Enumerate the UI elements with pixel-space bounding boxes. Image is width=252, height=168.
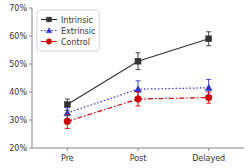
series xyxy=(64,92,212,128)
legend-label: Control xyxy=(61,38,90,47)
y-tick xyxy=(29,8,32,9)
marker xyxy=(64,102,70,108)
x-tick-label: Delayed xyxy=(192,154,225,163)
error-bar xyxy=(65,114,70,128)
x-tick-label: Pre xyxy=(61,154,74,163)
x-tick-label: Post xyxy=(130,154,147,163)
legend: Intrinsic Extrinsic Control xyxy=(37,10,99,51)
y-tick-label: 60% xyxy=(9,32,27,41)
series-line xyxy=(67,88,208,113)
error-bar xyxy=(206,92,211,103)
y-tick xyxy=(29,64,32,65)
marker xyxy=(135,58,141,64)
legend-label: Extrinsic xyxy=(61,27,95,36)
y-tick xyxy=(29,92,32,93)
marker xyxy=(205,94,212,101)
chart: 20% 30% 40% 50% 60% 70% Pre Post Delayed Intrinsi… xyxy=(0,0,252,168)
legend-label: Intrinsic xyxy=(61,16,93,25)
error-bar xyxy=(206,32,211,46)
y-axis-line xyxy=(32,8,33,148)
y-tick-label: 30% xyxy=(9,116,27,125)
error-bar xyxy=(136,92,141,106)
x-tick xyxy=(67,148,68,151)
y-tick xyxy=(29,36,32,37)
y-tick-label: 20% xyxy=(9,144,27,153)
y-tick xyxy=(29,120,32,121)
error-bar xyxy=(136,53,141,70)
series xyxy=(64,79,212,118)
legend-frame xyxy=(37,10,99,51)
marker xyxy=(205,84,212,90)
x-tick xyxy=(138,148,139,151)
marker xyxy=(46,28,52,33)
marker xyxy=(64,118,71,125)
y-tick xyxy=(29,148,32,149)
y-tick-label: 70% xyxy=(9,4,27,13)
marker xyxy=(46,39,51,44)
marker xyxy=(206,36,212,42)
x-tick xyxy=(208,148,209,151)
marker xyxy=(135,86,142,92)
y-tick-label: 40% xyxy=(9,88,27,97)
marker xyxy=(135,96,142,103)
y-tick-label: 50% xyxy=(9,60,27,69)
marker xyxy=(47,17,52,22)
